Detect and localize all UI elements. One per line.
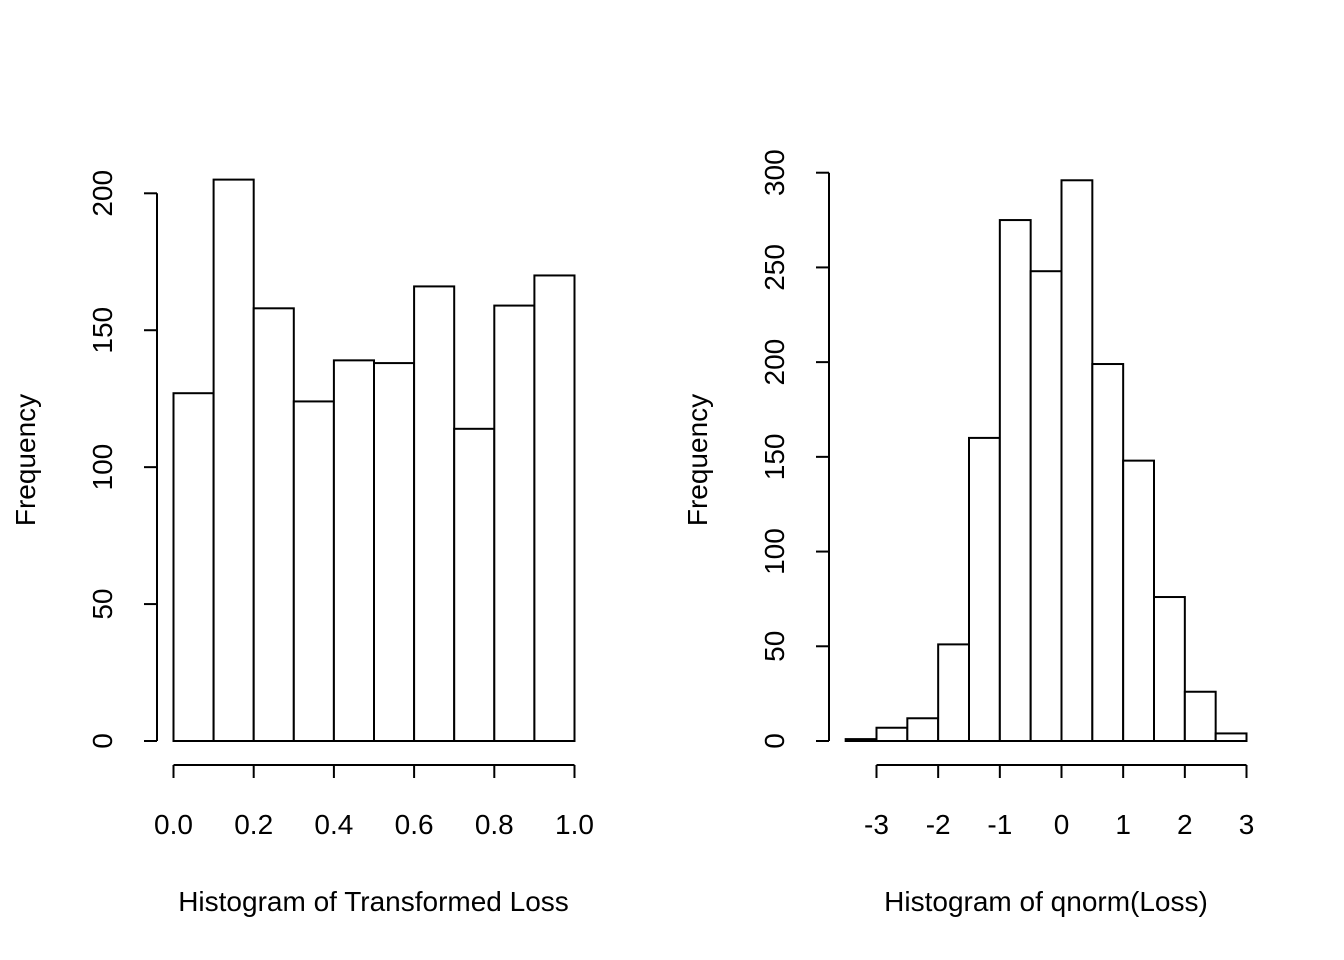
histogram-bar	[968, 436, 1001, 742]
x-tick-label: 2	[1177, 809, 1193, 840]
histogram-panel-qnorm-loss: -3 -2 -1 0 1 2 3 0 50 100 150 200 250 300 Histogram …	[682, 149, 1254, 917]
x-tick-label: -2	[926, 809, 951, 840]
x-tick-label: 3	[1239, 809, 1255, 840]
x-axis-title: Histogram of qnorm(Loss)	[884, 886, 1208, 917]
y-tick-label: 200	[759, 339, 790, 386]
histogram-bar	[1214, 732, 1248, 743]
y-tick-label: 300	[759, 149, 790, 196]
x-tick-label: 1.0	[555, 809, 594, 840]
x-tick-label: -1	[987, 809, 1012, 840]
y-axis-title: Frequency	[682, 394, 713, 526]
histogram-bar	[332, 359, 375, 742]
y-tick-label: 200	[87, 170, 118, 217]
y-axis-title: Frequency	[10, 394, 41, 526]
y-tick-label: 100	[759, 528, 790, 575]
histogram-bar	[906, 717, 940, 743]
histogram-bar	[453, 427, 496, 742]
x-tick-label: 0.0	[154, 809, 193, 840]
histogram-bar	[1060, 179, 1094, 742]
y-tick-label: 150	[759, 433, 790, 480]
histogram-bar	[844, 738, 878, 742]
histogram-bar	[998, 219, 1032, 742]
y-tick-label: 250	[759, 244, 790, 291]
y-axis: 0 50 100 150 200	[87, 170, 158, 749]
y-tick-label: 0	[87, 733, 118, 749]
histogram-bar	[292, 400, 335, 742]
histogram-bar	[533, 274, 576, 742]
histogram-bar	[493, 304, 536, 742]
x-axis: -3 -2 -1 0 1 2 3	[864, 764, 1255, 840]
histogram-panel-transformed-loss: 0.0 0.2 0.4 0.6 0.8 1.0 0 50 100 150 200 Histogra…	[10, 170, 594, 917]
histogram-bar	[413, 285, 456, 742]
x-tick-label: -3	[864, 809, 889, 840]
y-tick-label: 100	[87, 444, 118, 491]
histogram-bar	[373, 362, 416, 742]
x-axis-title: Histogram of Transformed Loss	[178, 886, 569, 917]
x-tick-label: 0.2	[234, 809, 273, 840]
histogram-bar	[1122, 459, 1155, 742]
histogram-bar	[212, 178, 255, 743]
bar-group	[844, 179, 1248, 743]
histogram-bar	[1153, 596, 1186, 742]
histogram-bar	[252, 307, 295, 742]
x-tick-label: 0.6	[395, 809, 434, 840]
bar-group	[172, 178, 576, 743]
x-tick-label: 1	[1115, 809, 1131, 840]
y-axis: 0 50 100 150 200 250 300	[759, 149, 830, 749]
x-axis: 0.0 0.2 0.4 0.6 0.8 1.0	[154, 764, 594, 840]
x-tick-label: 0	[1054, 809, 1070, 840]
y-tick-label: 50	[759, 631, 790, 662]
y-tick-label: 50	[87, 588, 118, 619]
histogram-bar	[875, 726, 909, 743]
histogram-bar	[1183, 690, 1217, 742]
histogram-bar	[1029, 270, 1063, 742]
x-tick-label: 0.8	[475, 809, 514, 840]
y-tick-label: 150	[87, 307, 118, 354]
histogram-bar	[1091, 363, 1125, 742]
histogram-bar	[172, 392, 215, 742]
x-tick-label: 0.4	[314, 809, 353, 840]
y-tick-label: 0	[759, 733, 790, 749]
histogram-bar	[937, 643, 971, 742]
